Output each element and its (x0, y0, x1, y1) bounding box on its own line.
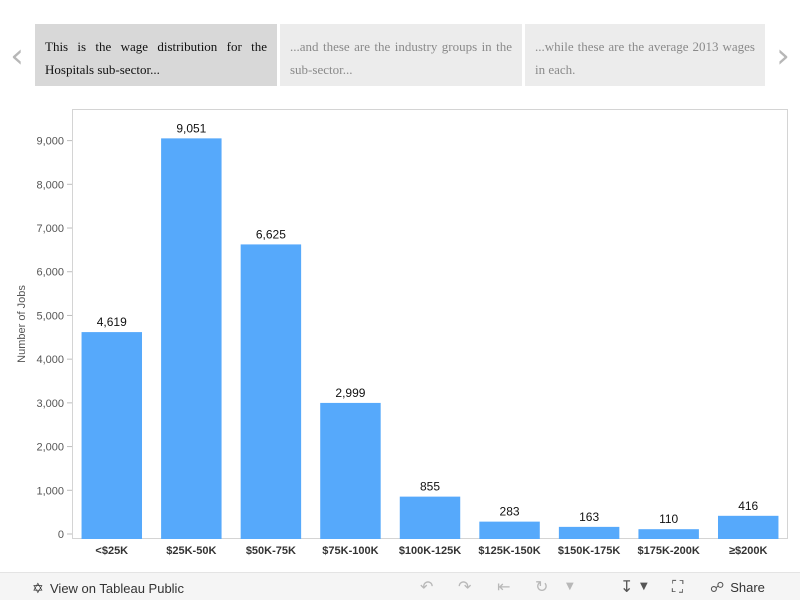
bar[interactable] (558, 526, 620, 539)
story-point-3[interactable]: ...while these are the average 2013 wage… (525, 24, 765, 86)
bar[interactable] (638, 529, 699, 539)
story-point-2[interactable]: ...and these are the industry groups in … (280, 24, 522, 86)
share-button[interactable]: ☍ Share (710, 579, 765, 597)
x-tick-label: ≥$200K (729, 545, 768, 557)
bar[interactable] (399, 496, 461, 539)
bar[interactable] (479, 521, 540, 539)
x-tick-label: $50K-75K (246, 545, 296, 557)
y-tick-label: 1,000 (36, 485, 64, 497)
y-axis-title: Number of Jobs (16, 285, 28, 363)
data-label: 163 (579, 510, 599, 524)
y-tick-label: 6,000 (36, 267, 64, 279)
bar[interactable] (320, 402, 381, 539)
share-icon: ☍ (710, 580, 725, 596)
x-tick-label: $125K-150K (478, 545, 540, 557)
x-tick-label: $150K-175K (558, 545, 620, 557)
y-tick-label: 7,000 (36, 223, 64, 235)
share-label: Share (730, 580, 765, 595)
y-tick-label: 8,000 (36, 179, 64, 191)
redo-icon[interactable]: ↷ (458, 577, 472, 596)
data-label: 855 (420, 480, 440, 494)
revert-icon[interactable]: ⇤ (497, 577, 511, 596)
chevron-down-icon[interactable]: ▼ (566, 581, 574, 592)
y-tick-label: 4,000 (36, 354, 64, 366)
view-on-tableau-label: View on Tableau Public (50, 581, 184, 596)
tableau-logo-icon: ✡ (32, 580, 44, 596)
x-tick-label: $75K-100K (322, 545, 378, 557)
story-point-3-text: ...while these are the average 2013 wage… (535, 39, 755, 77)
data-labels: 4,619 9,051 6,625 2,999 855 283 163 110 416 (97, 121, 759, 526)
bar[interactable] (717, 515, 779, 539)
data-label: 6,625 (256, 227, 286, 241)
view-on-tableau-link[interactable]: ✡ View on Tableau Public (32, 579, 184, 597)
data-label: 2,999 (335, 386, 365, 400)
y-tick-label: 2,000 (36, 442, 64, 454)
download-menu-chevron-icon[interactable]: ▼ (640, 581, 648, 592)
undo-icon[interactable]: ↶ (420, 577, 434, 596)
x-tick-label: $100K-125K (399, 545, 461, 557)
y-tick-label: 9,000 (36, 136, 64, 148)
refresh-icon[interactable]: ↻ (535, 577, 549, 596)
x-tick-label: $25K-50K (166, 545, 216, 557)
story-navigator: ‹ This is the wage distribution for the … (0, 0, 800, 100)
footer-toolbar: ✡ View on Tableau Public ↶ ↷ ⇤ ↻ ▼ ↧ ▼ ⛶ … (0, 572, 800, 600)
y-tick-label: 3,000 (36, 398, 64, 410)
story-point-1-text: This is the wage distribution for the Ho… (45, 39, 267, 77)
wage-distribution-chart: Number of Jobs 0 1,000 2,000 3,000 4,000 5,00… (16, 121, 779, 557)
x-axis: <$25K $25K-50K $50K-75K $75K-100K $100K-125K… (95, 545, 767, 557)
x-tick-label: <$25K (95, 545, 128, 557)
y-tick-label: 5,000 (36, 310, 64, 322)
data-label: 4,619 (97, 315, 127, 329)
y-tick-label: 0 (58, 529, 64, 541)
data-label: 110 (659, 512, 678, 526)
x-tick-label: $175K-200K (637, 545, 699, 557)
data-label: 283 (500, 505, 520, 519)
data-label: 9,051 (176, 121, 206, 135)
data-label: 416 (738, 499, 758, 513)
bar[interactable] (81, 332, 143, 539)
bar[interactable] (240, 244, 302, 540)
chevron-left-icon[interactable]: ‹ (10, 36, 24, 76)
download-icon[interactable]: ↧ (620, 577, 634, 596)
story-point-2-text: ...and these are the industry groups in … (290, 39, 512, 77)
bars (81, 138, 779, 540)
fullscreen-icon[interactable]: ⛶ (672, 577, 684, 596)
story-point-1[interactable]: This is the wage distribution for the Ho… (35, 24, 277, 86)
chevron-right-icon[interactable]: › (776, 36, 790, 76)
bar[interactable] (161, 138, 222, 539)
y-axis: 0 1,000 2,000 3,000 4,000 5,000 6,000 7,000 8,00… (36, 136, 72, 541)
